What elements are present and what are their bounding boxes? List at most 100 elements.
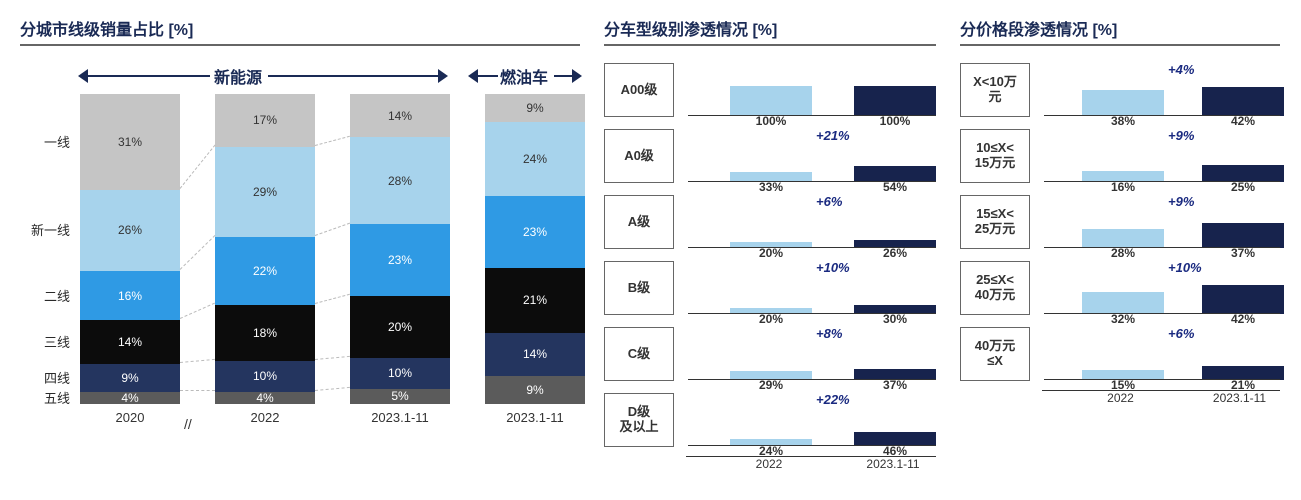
connector-line: [315, 386, 350, 390]
row-baseline: [688, 313, 936, 314]
row-baseline: [688, 379, 936, 380]
row-chart: 16%25%+9%: [1044, 130, 1280, 182]
connector-line: [315, 222, 350, 235]
row-label: 40万元 ≤X: [960, 327, 1030, 381]
arrow-line: [478, 75, 498, 77]
mini-bar: [1082, 292, 1164, 314]
bar-segment: 10%: [215, 361, 315, 392]
row-baseline: [1044, 313, 1280, 314]
x-label: 2023.1-11: [350, 410, 450, 425]
data-row: 40万元 ≤X15%21%+6%: [960, 324, 1280, 384]
row-chart: 29%37%+8%: [688, 328, 936, 380]
bar-segment: 26%: [80, 190, 180, 271]
arrow-line: [88, 75, 210, 77]
data-row: A级 20%26%+6%: [604, 192, 936, 252]
panel-city-tier: 分城市线级销量占比 [%] 新能源 燃油车 五线四线三线二线新一线一线 4%9%…: [20, 16, 580, 432]
mini-bar: [1202, 285, 1284, 314]
delta-label: +6%: [816, 194, 842, 209]
label-ice: 燃油车: [500, 64, 548, 88]
mini-bar: [1202, 223, 1284, 248]
tier-label: 五线: [18, 388, 70, 407]
row-label: A级: [604, 195, 674, 249]
row-chart: 20%26%+6%: [688, 196, 936, 248]
stacked-bar: 5%10%20%23%28%14%: [350, 94, 450, 404]
x-labels: //202020222023.1-112023.1-11: [80, 408, 580, 432]
divider: [604, 44, 936, 46]
data-row: 25≤X< 40万元 32%42%+10%: [960, 258, 1280, 318]
connector-line: [315, 355, 350, 359]
bars-area: 4%9%14%16%26%31% 4%10%18%22%29%17% 5%10%20…: [80, 92, 580, 404]
stacked-bar: 4%9%14%16%26%31%: [80, 94, 180, 404]
row-chart: 24%46%+22%: [688, 394, 936, 446]
row-label: C级: [604, 327, 674, 381]
data-row: D级 及以上24%46%+22%: [604, 390, 936, 450]
data-row: X<10万 元 38%42%+4%: [960, 60, 1280, 120]
row-chart: 28%37%+9%: [1044, 196, 1280, 248]
connector-line: [180, 359, 215, 363]
arrow-cap-icon: [438, 69, 448, 83]
delta-label: +21%: [816, 128, 850, 143]
bar-segment: 5%: [350, 389, 450, 405]
delta-label: +9%: [1168, 194, 1194, 209]
x-label: 2020: [80, 410, 180, 425]
connector-line: [180, 145, 216, 189]
bar-segment: 31%: [80, 94, 180, 190]
row-label: B级: [604, 261, 674, 315]
connector-line: [180, 390, 215, 391]
row-baseline: [1044, 181, 1280, 182]
xlabel-2023: 2023.1-11: [852, 457, 934, 471]
row-chart: 33%54%+21%: [688, 130, 936, 182]
x-labels: 2022 2023.1-11: [1042, 391, 1280, 405]
arrow-cap-icon: [572, 69, 582, 83]
axis-break-icon: //: [184, 416, 192, 432]
connector-line: [180, 235, 216, 270]
x-label: 2022: [215, 410, 315, 425]
delta-label: +22%: [816, 392, 850, 407]
row-label: 15≤X< 25万元: [960, 195, 1030, 249]
mini-bar: [854, 86, 936, 116]
arrow-line: [268, 75, 438, 77]
delta-label: +8%: [816, 326, 842, 341]
bar-segment: 23%: [350, 224, 450, 295]
row-label: 25≤X< 40万元: [960, 261, 1030, 315]
row-baseline: [688, 445, 936, 446]
arrow-line: [554, 75, 572, 77]
divider: [960, 44, 1280, 46]
bar-segment: 10%: [350, 358, 450, 389]
row-label: X<10万 元: [960, 63, 1030, 117]
row-baseline: [688, 181, 936, 182]
bar-segment: 24%: [485, 122, 585, 196]
tier-label: 二线: [18, 286, 70, 305]
data-row: 10≤X< 15万元 16%25%+9%: [960, 126, 1280, 186]
stacked-bar: 4%10%18%22%29%17%: [215, 94, 315, 404]
delta-label: +4%: [1168, 62, 1194, 77]
bar-segment: 21%: [485, 268, 585, 333]
mini-bar: [1202, 87, 1284, 116]
bar-segment: 14%: [80, 320, 180, 363]
x-label: 2023.1-11: [485, 410, 585, 425]
mini-bar: [1082, 90, 1164, 116]
arrow-cap-icon: [78, 69, 88, 83]
data-row: B级20%30%+10%: [604, 258, 936, 318]
delta-label: +10%: [1168, 260, 1202, 275]
bar-segment: 29%: [215, 147, 315, 237]
bar-segment: 9%: [485, 376, 585, 404]
row-baseline: [1044, 247, 1280, 248]
row-chart: 38%42%+4%: [1044, 64, 1280, 116]
title-vehicle-class: 分车型级别渗透情况 [%]: [604, 16, 936, 40]
bar-segment: 14%: [350, 94, 450, 137]
bar-segment: 4%: [215, 392, 315, 404]
delta-label: +10%: [816, 260, 850, 275]
row-label: 10≤X< 15万元: [960, 129, 1030, 183]
bar-segment: 18%: [215, 305, 315, 361]
x-labels: 2022 2023.1-11: [686, 457, 936, 471]
row-baseline: [1044, 379, 1280, 380]
stacked-chart: 五线四线三线二线新一线一线 4%9%14%16%26%31%4%10%18%22…: [20, 92, 580, 432]
row-chart: 100%100%: [688, 64, 936, 116]
delta-label: +9%: [1168, 128, 1194, 143]
row-chart: 32%42%+10%: [1044, 262, 1280, 314]
row-baseline: [1044, 115, 1280, 116]
mini-bar: [730, 86, 812, 116]
tier-label: 四线: [18, 368, 70, 387]
bar-segment: 4%: [80, 392, 180, 404]
